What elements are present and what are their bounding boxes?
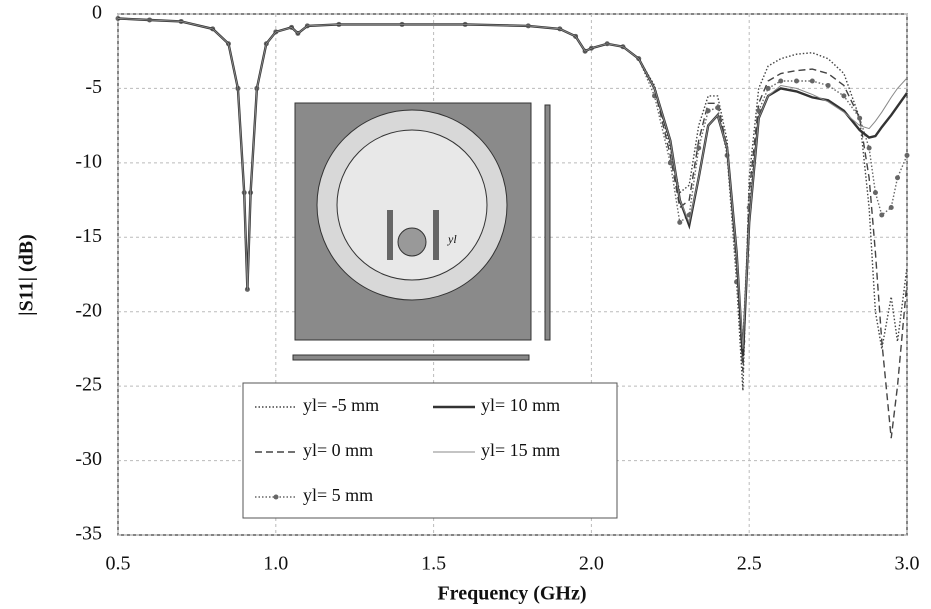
inset-label: yl xyxy=(447,232,457,246)
inset-antenna: yl xyxy=(292,102,551,361)
y-tick-label: -25 xyxy=(75,374,102,396)
x-tick-label: 1.0 xyxy=(263,553,288,575)
legend-label: yl= -5 mm xyxy=(303,395,379,415)
inset-side xyxy=(544,104,551,341)
x-axis-label: Frequency (GHz) xyxy=(437,583,586,605)
y-tick-label: 0 xyxy=(92,2,102,24)
inset-bottom xyxy=(292,354,530,361)
point-marker xyxy=(765,85,771,91)
legend-label: yl= 5 mm xyxy=(303,485,373,505)
inset-inner xyxy=(336,129,488,281)
legend-label: yl= 10 mm xyxy=(481,395,560,415)
point-marker xyxy=(879,212,885,218)
series-line xyxy=(117,18,908,349)
legend-label: yl= 0 mm xyxy=(303,440,373,460)
inset-feed xyxy=(397,227,427,257)
point-marker xyxy=(705,108,711,114)
x-tick-label: 3.0 xyxy=(895,553,920,575)
point-marker xyxy=(872,190,878,196)
inset-strip xyxy=(433,210,439,260)
y-tick-label: -30 xyxy=(75,448,102,470)
y-tick-label: -20 xyxy=(75,299,102,321)
point-marker xyxy=(895,175,901,181)
legend-box xyxy=(242,382,618,519)
y-tick-label: -10 xyxy=(75,150,102,172)
x-tick-label: 2.5 xyxy=(737,553,762,575)
y-tick-label: -5 xyxy=(85,76,102,98)
point-marker xyxy=(677,219,683,225)
inset-strip xyxy=(387,210,393,260)
series-lines xyxy=(115,15,910,439)
point-marker xyxy=(715,105,721,111)
point-marker xyxy=(696,145,702,151)
point-marker xyxy=(794,78,800,84)
point-marker xyxy=(809,78,815,84)
point-marker xyxy=(778,78,784,84)
legend: yl= -5 mm yl= 0 mm yl= 5 mm yl= 10 mm yl= 15… xyxy=(242,382,618,519)
legend-label: yl= 15 mm xyxy=(481,440,560,460)
x-tick-label: 1.5 xyxy=(421,553,446,575)
point-marker xyxy=(667,160,673,166)
legend-marker xyxy=(273,494,279,500)
x-tick-label: 0.5 xyxy=(106,553,131,575)
point-marker xyxy=(904,152,910,158)
point-marker xyxy=(756,108,762,114)
y-tick-label: -35 xyxy=(75,523,102,545)
x-tick-label: 2.0 xyxy=(579,553,604,575)
point-marker xyxy=(888,205,894,211)
point-marker xyxy=(825,82,831,88)
y-tick-label: -15 xyxy=(75,225,102,247)
series-line xyxy=(117,17,908,342)
point-marker xyxy=(841,93,847,99)
y-axis-label: |S11| (dB) xyxy=(16,234,38,316)
point-marker xyxy=(857,115,863,121)
point-marker xyxy=(866,145,872,151)
